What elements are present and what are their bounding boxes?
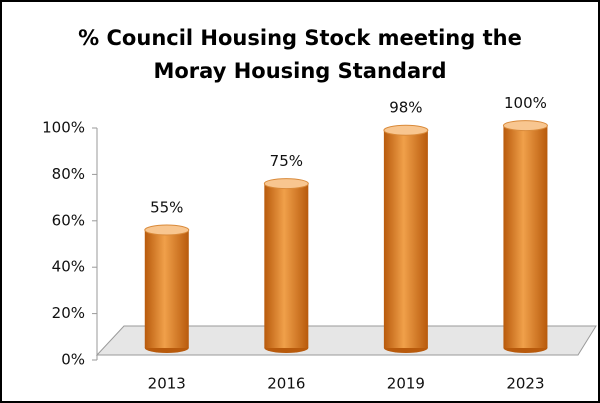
bar [144,230,189,348]
x-tick-label: 2023 [506,375,544,393]
bar-top [144,224,190,236]
x-tick-label: 2016 [267,375,305,393]
floor [95,325,597,356]
bar [503,125,548,348]
data-label: 75% [270,152,303,170]
x-tick-label: 2019 [387,375,425,393]
data-label: 55% [150,199,183,217]
y-tick-label: 20% [52,304,85,322]
bar-top [383,124,429,136]
chart-title: % Council Housing Stock meeting the Mora… [78,26,522,83]
bar-top [263,178,309,190]
bar [383,130,428,348]
y-tick-label: 80% [52,165,85,183]
x-tick-label: 2013 [148,375,186,393]
y-tick-label: 0% [61,351,85,369]
y-tick-label: 100% [42,119,85,137]
data-label: 98% [389,99,422,117]
y-tick-label: 40% [52,258,85,276]
bar-top [502,120,548,132]
bar [264,183,309,348]
data-label: 100% [504,94,547,112]
y-tick-label: 60% [52,211,85,229]
